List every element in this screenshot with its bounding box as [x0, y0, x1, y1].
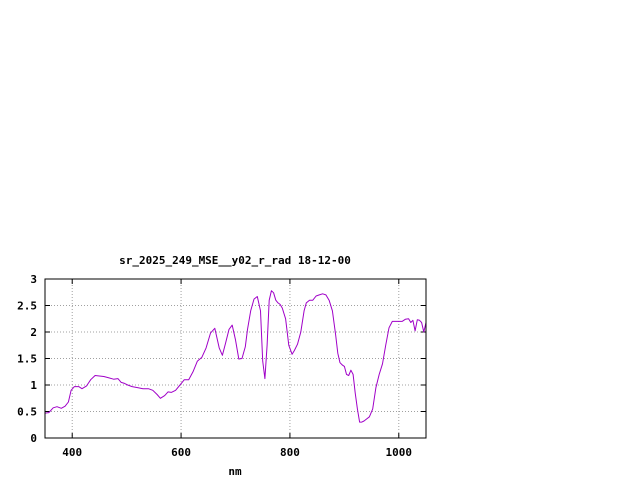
x-tick-label: 1000	[386, 446, 413, 459]
y-tick-label: 0.5	[17, 406, 37, 419]
x-axis-label: nm	[228, 465, 242, 478]
y-tick-label: 2	[30, 326, 37, 339]
series-layer	[44, 290, 427, 423]
y-tick-label: 1.5	[17, 353, 37, 366]
chart-title: sr_2025_249_MSE__y02_r_rad 18-12-00	[119, 254, 351, 267]
y-tick-label: 2.5	[17, 300, 37, 313]
y-tick-label: 1	[30, 379, 37, 392]
x-tick-label: 400	[62, 446, 82, 459]
grid	[45, 279, 426, 438]
y-tick-label: 3	[30, 273, 37, 286]
axes: 0 0.5 1 1.5 2 2.5 3 400 600 800 1000	[17, 273, 426, 459]
series-line	[44, 290, 427, 423]
x-tick-label: 600	[171, 446, 191, 459]
y-tick-label: 0	[30, 432, 37, 445]
x-tick-label: 800	[280, 446, 300, 459]
plot-border	[44, 278, 427, 439]
